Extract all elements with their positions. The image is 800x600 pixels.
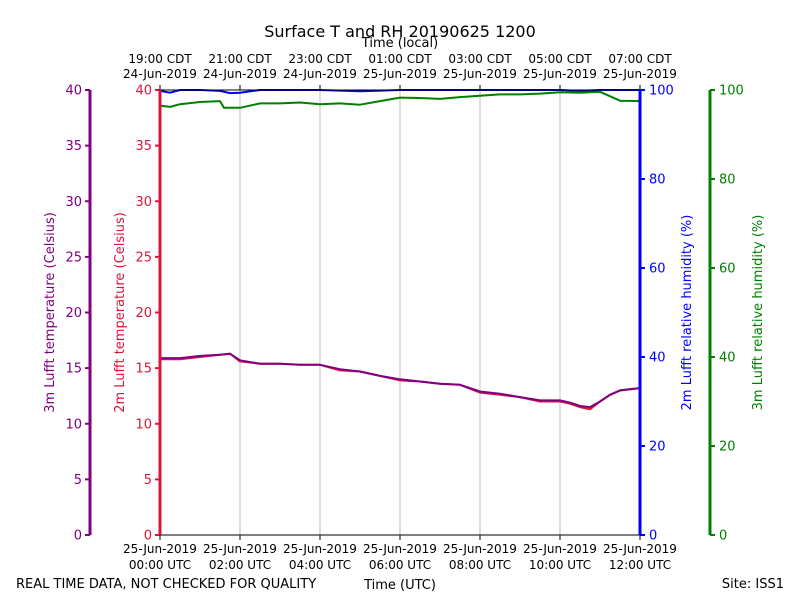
y-tick-label: 30 [135, 195, 152, 210]
x-tick-local-time: 23:00 CDT [288, 52, 352, 66]
x-tick-utc-date: 25-Jun-2019 [443, 542, 517, 556]
y-tick-label: 30 [65, 195, 82, 210]
footer-disclaimer: REAL TIME DATA, NOT CHECKED FOR QUALITY [16, 577, 316, 592]
x-tick-local-date: 24-Jun-2019 [123, 67, 197, 81]
x-tick-utc-date: 25-Jun-2019 [363, 542, 437, 556]
x-tick-local-time: 01:00 CDT [368, 52, 432, 66]
y-tick-label: 5 [144, 473, 152, 488]
x-tick-utc-time: 08:00 UTC [449, 558, 511, 572]
y-tick-label: 80 [719, 173, 736, 188]
y-tick-label: 0 [144, 529, 152, 544]
x-tick-local-date: 25-Jun-2019 [363, 67, 437, 81]
x-tick-utc-date: 25-Jun-2019 [203, 542, 277, 556]
x-tick-local-date: 25-Jun-2019 [603, 67, 677, 81]
y-tick-label: 100 [719, 84, 744, 99]
x-axis-label: Time (UTC) [363, 578, 436, 593]
y-tick-label: 15 [135, 362, 152, 377]
y-tick-label: 20 [649, 440, 666, 455]
x-tick-utc-time: 10:00 UTC [529, 558, 591, 572]
x-tick-utc-date: 25-Jun-2019 [523, 542, 597, 556]
site-label: Site: ISS1 [722, 577, 784, 592]
x-tick-local-time: 19:00 CDT [128, 52, 192, 66]
axes-layer: 0 5 10 15 20 25 30 35 40 3m Lufft temperature (Ce… [43, 84, 766, 544]
y-tick-label: 40 [649, 351, 666, 366]
y-axis-label: 3m Lufft temperature (Celsius) [43, 212, 58, 413]
y-tick-label: 35 [65, 139, 82, 154]
x-tick-utc-date: 25-Jun-2019 [283, 542, 357, 556]
x-tick-utc-date: 25-Jun-2019 [123, 542, 197, 556]
series-line-rh3m [159, 90, 641, 109]
x-tick-local-date: 24-Jun-2019 [283, 67, 357, 81]
x-ticks-utc: 25-Jun-2019 00:00 UTC 25-Jun-2019 02:00 UTC… [123, 535, 677, 572]
chart-title: Surface T and RH 20190625 1200 [264, 22, 536, 41]
y-axis-label: 2m Lufft relative humidity (%) [680, 215, 695, 411]
y-tick-label: 40 [65, 84, 82, 99]
y-tick-label: 20 [719, 440, 736, 455]
y-tick-label: 10 [135, 417, 152, 432]
y-tick-label: 80 [649, 173, 666, 188]
x-tick-utc-date: 25-Jun-2019 [603, 542, 677, 556]
y-tick-label: 20 [135, 306, 152, 321]
x-tick-utc-time: 00:00 UTC [129, 558, 191, 572]
y-axis-rh3m: 0 20 40 60 80 100 3m Lufft relative humidity (… [708, 84, 766, 544]
x-tick-local-date: 24-Jun-2019 [203, 67, 277, 81]
y-axis-t2m: 0 5 10 15 20 25 30 35 40 2m Lufft temperature (Ce… [113, 84, 162, 544]
y-tick-label: 35 [135, 139, 152, 154]
y-tick-label: 25 [135, 250, 152, 265]
y-tick-label: 100 [649, 84, 674, 99]
x-tick-local-date: 25-Jun-2019 [443, 67, 517, 81]
x-tick-utc-time: 06:00 UTC [369, 558, 431, 572]
x-tick-local-time: 21:00 CDT [208, 52, 272, 66]
x-tick-utc-time: 04:00 UTC [289, 558, 351, 572]
y-tick-label: 60 [649, 262, 666, 277]
y-axis-t3m: 0 5 10 15 20 25 30 35 40 3m Lufft temperature (Ce… [43, 84, 92, 544]
y-tick-label: 0 [649, 529, 657, 544]
y-tick-label: 5 [74, 473, 82, 488]
x-tick-local-time: 03:00 CDT [448, 52, 512, 66]
y-tick-label: 0 [74, 529, 82, 544]
y-tick-label: 15 [65, 362, 82, 377]
y-tick-label: 40 [719, 351, 736, 366]
y-axis-rh2m: 0 20 40 60 80 100 2m Lufft relative humidity (… [638, 84, 695, 544]
y-tick-label: 10 [65, 417, 82, 432]
x-tick-local-date: 25-Jun-2019 [523, 67, 597, 81]
y-tick-label: 40 [135, 84, 152, 99]
y-tick-label: 25 [65, 250, 82, 265]
y-axis-label: 3m Lufft relative humidity (%) [751, 215, 766, 411]
x-tick-utc-time: 02:00 UTC [209, 558, 271, 572]
x-tick-local-time: 07:00 CDT [608, 52, 672, 66]
y-tick-label: 60 [719, 262, 736, 277]
x-tick-utc-time: 12:00 UTC [609, 558, 671, 572]
x-tick-local-time: 05:00 CDT [528, 52, 592, 66]
top-axis-label: Time (local) [361, 36, 438, 51]
y-tick-label: 0 [719, 529, 727, 544]
series-line-t3m [160, 352, 641, 409]
y-tick-label: 20 [65, 306, 82, 321]
plot-area-grid [239, 90, 561, 535]
y-axis-label: 2m Lufft temperature (Celsius) [113, 212, 128, 413]
